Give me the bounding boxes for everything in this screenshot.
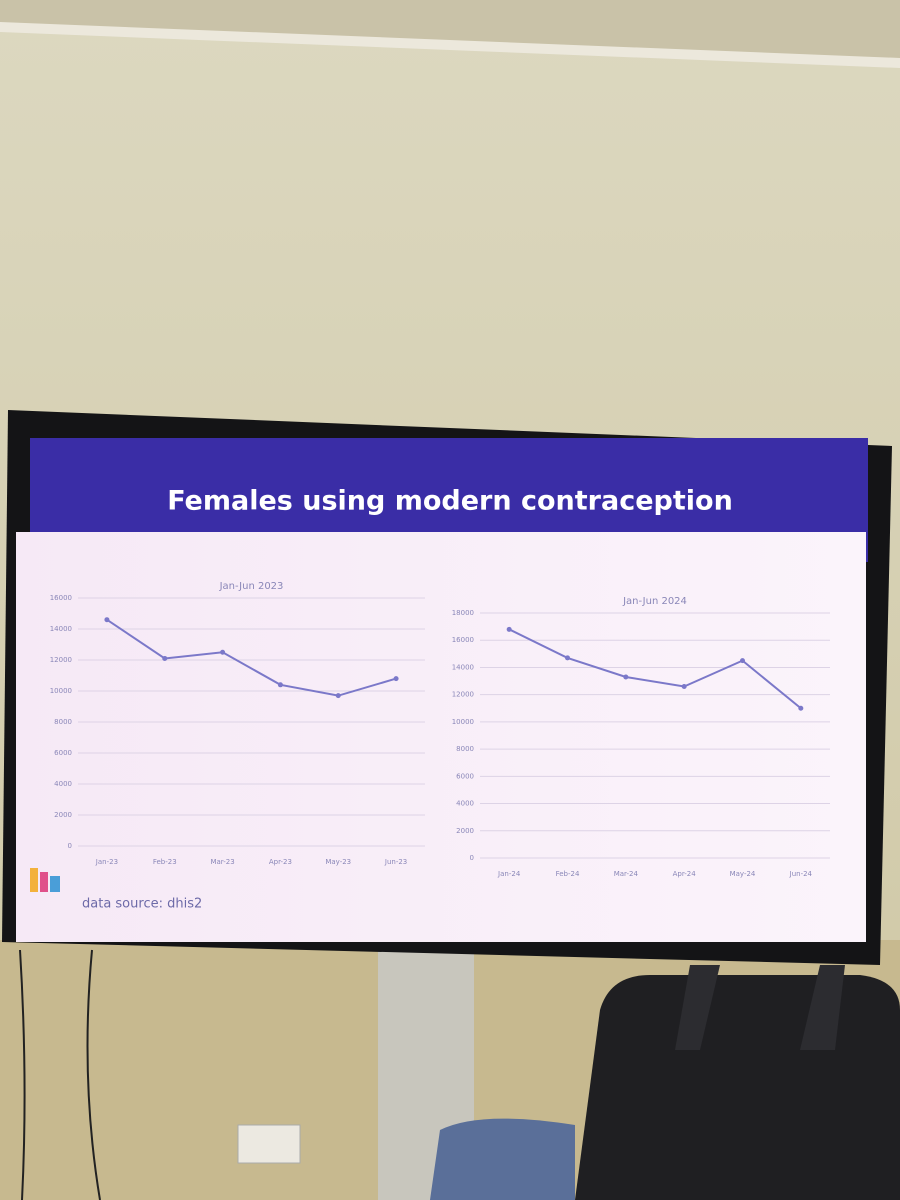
data-source: data source: dhis2 — [82, 897, 202, 912]
y-tick-label: 12000 — [50, 656, 72, 664]
data-point — [506, 626, 512, 632]
data-point — [798, 705, 804, 711]
cloth — [430, 1118, 575, 1200]
x-tick-label: Mar-23 — [210, 858, 234, 866]
bag-handle — [675, 965, 720, 1050]
y-tick-label: 0 — [470, 854, 474, 862]
y-tick-label: 4000 — [54, 780, 72, 788]
x-tick-label: Jun-23 — [384, 858, 407, 866]
cable — [19, 949, 26, 1200]
x-tick-label: Apr-24 — [673, 870, 697, 878]
y-tick-label: 14000 — [452, 663, 474, 671]
x-tick-label: Jan-23 — [95, 858, 118, 866]
data-point — [162, 655, 168, 661]
socket — [237, 1124, 301, 1164]
ceiling — [0, 0, 900, 60]
x-tick-label: Jun-24 — [789, 870, 813, 878]
data-point — [393, 676, 399, 682]
logo — [50, 876, 60, 892]
chart-title: Jan-Jun 2024 — [622, 596, 687, 607]
x-tick-label: Apr-23 — [269, 858, 292, 866]
logo — [30, 868, 38, 892]
x-tick-label: Jan-24 — [497, 870, 521, 878]
y-tick-label: 12000 — [452, 691, 474, 699]
x-tick-label: May-23 — [325, 858, 351, 866]
y-tick-label: 10000 — [50, 687, 72, 695]
slide-title: Females using modern contraception — [167, 486, 733, 517]
y-tick-label: 8000 — [54, 718, 72, 726]
y-tick-label: 14000 — [50, 625, 72, 633]
data-point — [277, 682, 283, 688]
data-point — [740, 658, 745, 664]
chart-title: Jan-Jun 2023 — [219, 581, 284, 592]
y-tick-label: 2000 — [54, 811, 72, 819]
data-line — [508, 628, 802, 710]
data-point — [335, 693, 341, 699]
bag-handle — [800, 965, 845, 1050]
y-tick-label: 2000 — [456, 827, 474, 835]
y-tick-label: 18000 — [452, 609, 474, 617]
data-point — [623, 674, 629, 680]
y-tick-label: 4000 — [456, 800, 474, 808]
y-tick-label: 6000 — [456, 772, 474, 780]
y-tick-label: 0 — [68, 842, 72, 850]
y-tick-label: 10000 — [452, 718, 474, 726]
data-point — [220, 649, 226, 655]
y-tick-label: 16000 — [50, 594, 72, 602]
data-point — [565, 655, 570, 661]
slide-body — [16, 532, 866, 942]
x-tick-label: May-24 — [730, 870, 756, 878]
cornice — [0, 22, 900, 68]
data-line — [106, 618, 397, 697]
y-tick-label: 16000 — [452, 636, 474, 644]
cable — [86, 949, 101, 1200]
bag — [575, 975, 900, 1200]
x-tick-label: Feb-24 — [556, 870, 580, 878]
logo — [40, 872, 48, 892]
x-tick-label: Mar-24 — [614, 870, 639, 878]
y-tick-label: 6000 — [54, 749, 72, 757]
data-point — [681, 684, 687, 689]
data-point — [104, 617, 110, 623]
x-tick-label: Feb-23 — [153, 858, 177, 866]
y-tick-label: 8000 — [456, 745, 474, 753]
